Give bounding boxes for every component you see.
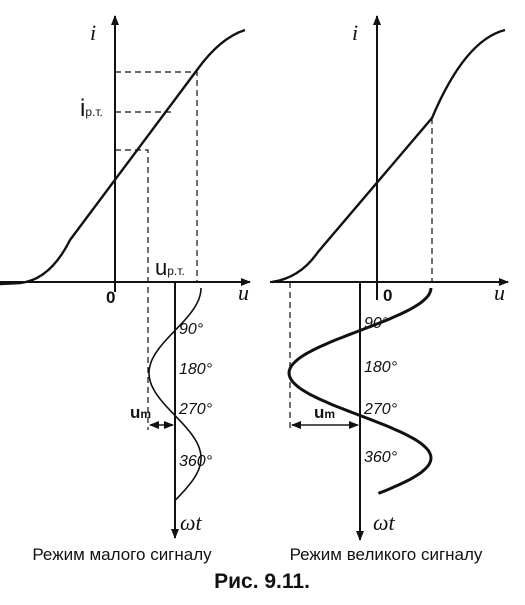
u-axis-label: u	[238, 280, 249, 305]
projection-lines	[289, 118, 433, 432]
right-panel: i u 0 90° 180° 270° 360° um ωt Режим вел…	[270, 15, 509, 564]
i-axis-label: i	[90, 20, 96, 45]
characteristic	[271, 28, 506, 284]
label-main: i	[80, 95, 85, 122]
label-sub: р.т.	[167, 264, 185, 278]
angle-label: 180°	[364, 359, 398, 376]
angle-label: 360°	[179, 453, 213, 470]
amplitude-label: um	[314, 403, 335, 422]
u-axis-label: u	[494, 280, 505, 305]
input-signal	[148, 287, 202, 502]
origin-label: 0	[383, 286, 392, 305]
time-axis-label: ωt	[373, 510, 396, 535]
label-sub: m	[324, 407, 335, 421]
i-axis-label: i	[352, 20, 358, 45]
figure-caption: Рис. 9.11.	[214, 570, 310, 593]
i-operating-label: iр.т.	[80, 95, 103, 122]
left-panel: i u 0 iр.т. uр.т. 90° 180° 270° 360° um …	[0, 15, 251, 564]
label-main: u	[155, 255, 167, 280]
label-main: u	[314, 403, 324, 422]
label-main: u	[130, 403, 140, 422]
angle-label: 360°	[364, 449, 398, 466]
characteristic	[0, 28, 246, 286]
caption: Режим великого сигналу	[290, 545, 483, 564]
input-signal	[287, 287, 433, 495]
angle-label: 270°	[363, 401, 398, 418]
label-sub: р.т.	[85, 105, 103, 119]
projection-lines	[115, 71, 198, 430]
caption: Режим малого сигналу	[32, 545, 212, 564]
label-sub: m	[140, 407, 151, 421]
angle-label: 90°	[179, 321, 204, 338]
time-axis-label: ωt	[180, 510, 203, 535]
origin-label: 0	[106, 288, 115, 307]
u-operating-label: uр.т.	[155, 255, 185, 280]
angle-label: 90°	[364, 315, 389, 332]
angle-label: 180°	[179, 361, 213, 378]
angle-label: 270°	[178, 401, 213, 418]
amplitude-label: um	[130, 403, 151, 422]
